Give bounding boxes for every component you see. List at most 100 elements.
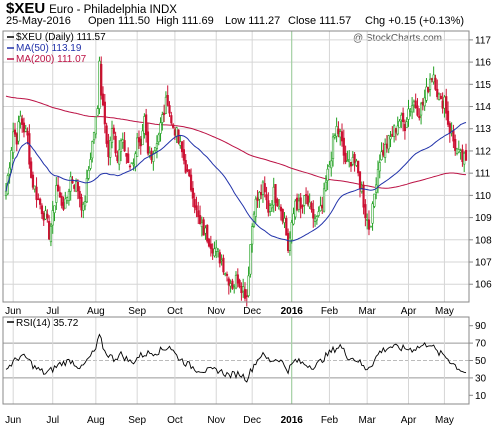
price-candle-body bbox=[89, 159, 92, 169]
price-candle-body bbox=[427, 86, 430, 92]
price-candle-body bbox=[290, 222, 293, 241]
price-candle-body bbox=[382, 149, 385, 156]
price-ytick-label: 112 bbox=[475, 146, 491, 157]
price-candle-body bbox=[154, 146, 157, 151]
rsi-xtick-label: May bbox=[435, 415, 454, 426]
price-candle-body bbox=[189, 174, 193, 191]
quote-date: 25-May-2016 bbox=[6, 15, 71, 27]
price-ytick-label: 115 bbox=[475, 80, 491, 91]
price-candle-body bbox=[310, 202, 313, 210]
price-ytick-label: 108 bbox=[475, 235, 492, 246]
price-candle-body bbox=[317, 211, 320, 216]
price-candle-body bbox=[437, 93, 441, 100]
price-candle-body bbox=[446, 110, 450, 125]
price-candle-body bbox=[312, 208, 315, 219]
price-candle-body bbox=[407, 108, 410, 120]
rsi-xtick-label: Aug bbox=[87, 415, 105, 426]
price-candle-body bbox=[324, 181, 327, 191]
price-candle-body bbox=[92, 132, 96, 141]
rsi-legend-entry: RSI(14) 35.72 bbox=[16, 318, 79, 329]
price-candle-body bbox=[279, 206, 283, 212]
price-candle-body bbox=[112, 127, 115, 134]
price-ytick-label: 111 bbox=[475, 169, 491, 180]
price-candle-body bbox=[238, 280, 241, 287]
price-candle-body bbox=[44, 210, 47, 220]
price-candle-body bbox=[400, 114, 403, 121]
price-candle-body bbox=[110, 128, 114, 143]
price-candle-body bbox=[412, 101, 415, 106]
price-candle-body bbox=[197, 210, 200, 218]
price-candle-body bbox=[405, 121, 408, 128]
price-candle-body bbox=[202, 219, 205, 236]
price-candle-body bbox=[342, 137, 345, 156]
price-candle-body bbox=[285, 218, 288, 236]
price-xtick-label: Apr bbox=[401, 306, 417, 317]
price-candle-body bbox=[349, 161, 353, 167]
price-candle-body bbox=[464, 150, 468, 161]
price-candle-body bbox=[385, 143, 389, 149]
price-candle-body bbox=[389, 136, 392, 140]
price-candle-body bbox=[299, 197, 302, 209]
price-candle-body bbox=[46, 213, 49, 219]
price-candle-body bbox=[172, 124, 175, 128]
price-candle-body bbox=[410, 105, 414, 113]
price-candle-body bbox=[364, 204, 367, 219]
price-candle-body bbox=[216, 249, 220, 252]
price-candle-body bbox=[139, 138, 142, 147]
price-xtick-label: Nov bbox=[207, 306, 225, 317]
price-candle-body bbox=[100, 64, 103, 96]
price-candle-body bbox=[114, 135, 117, 154]
quote-low: Low 111.27 bbox=[225, 15, 281, 27]
price-candle-body bbox=[206, 224, 209, 242]
price-candle-body bbox=[247, 275, 250, 296]
price-candle-body bbox=[51, 210, 54, 226]
price-candle-body bbox=[287, 233, 290, 251]
stockcharts-credit: @ StockCharts.com bbox=[352, 33, 442, 44]
price-candle-body bbox=[175, 127, 178, 137]
price-candle-body bbox=[281, 209, 284, 222]
price-candle-body bbox=[326, 168, 329, 181]
price-candle-body bbox=[67, 191, 70, 201]
price-candle-body bbox=[105, 125, 108, 144]
price-candle-body bbox=[24, 128, 27, 132]
price-candle-body bbox=[416, 105, 419, 116]
price-candle-body bbox=[283, 217, 286, 223]
price-candle-body bbox=[101, 93, 105, 106]
price-candle-body bbox=[48, 221, 51, 240]
price-candle-body bbox=[394, 128, 398, 133]
price-candle-body bbox=[141, 130, 144, 146]
price-candle-body bbox=[13, 129, 17, 135]
price-ytick-label: 116 bbox=[475, 58, 491, 69]
price-candle-body bbox=[402, 112, 405, 123]
price-candle-body bbox=[222, 257, 225, 273]
price-candle-body bbox=[308, 201, 311, 208]
price-candle-body bbox=[21, 118, 24, 125]
price-candle-body bbox=[419, 103, 423, 116]
price-candle-body bbox=[240, 286, 243, 294]
price-candle-body bbox=[391, 133, 394, 137]
price-candle-body bbox=[188, 169, 191, 177]
price-candle-body bbox=[337, 128, 340, 135]
price-candle-body bbox=[369, 225, 372, 228]
price-ytick-label: 114 bbox=[475, 102, 491, 113]
price-candle-body bbox=[384, 143, 387, 158]
price-candle-body bbox=[184, 160, 187, 173]
price-candle-body bbox=[119, 140, 123, 152]
price-candle-body bbox=[452, 130, 455, 142]
price-candle-body bbox=[303, 195, 306, 206]
price-candle-body bbox=[69, 176, 72, 192]
price-candle-body bbox=[387, 135, 390, 150]
rsi-xtick-label: Jun bbox=[5, 415, 21, 426]
price-candle-body bbox=[87, 169, 90, 179]
price-axis: 106 107 108 109 110 111 112 113 114 115 116 117 bbox=[469, 35, 492, 291]
price-candle-body bbox=[127, 153, 130, 164]
price-candle-body bbox=[373, 193, 376, 207]
price-candle-body bbox=[233, 284, 236, 287]
rsi-legend: RSI(14) 35.72 bbox=[7, 318, 79, 329]
price-candle-body bbox=[455, 148, 459, 154]
price-candle-body bbox=[179, 141, 182, 146]
price-candle-body bbox=[91, 141, 94, 159]
price-candle-body bbox=[121, 139, 124, 143]
